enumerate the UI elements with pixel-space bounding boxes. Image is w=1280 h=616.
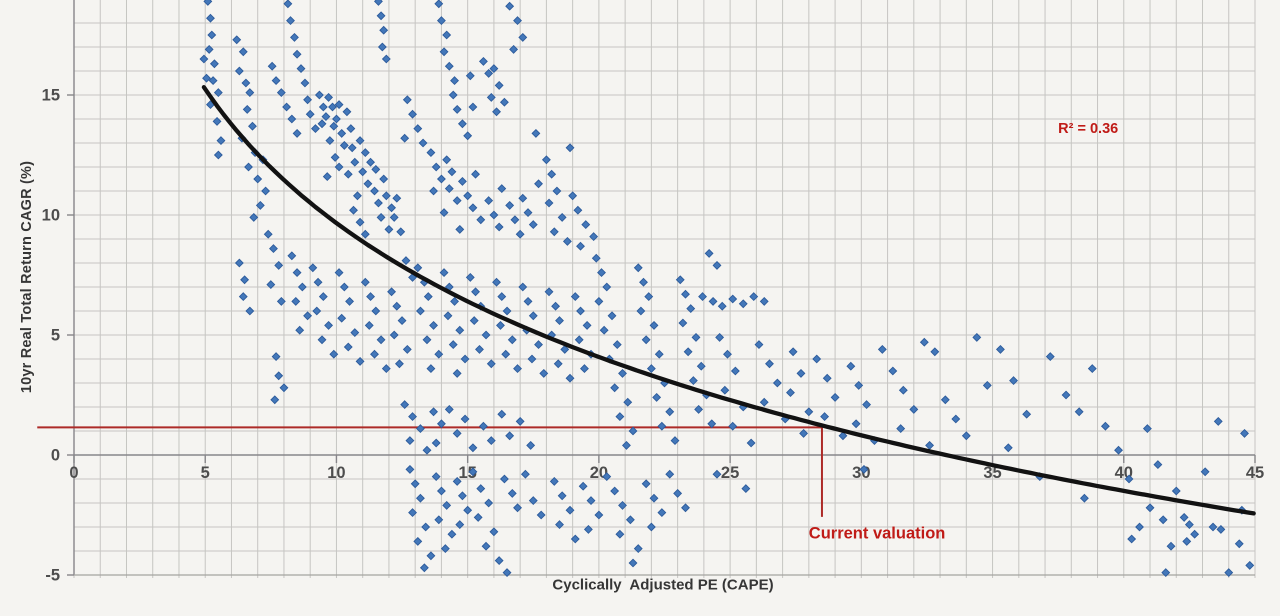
svg-text:5: 5 [201,464,210,482]
current-valuation-label: Current valuation [808,524,946,543]
svg-text:45: 45 [1246,464,1264,482]
svg-text:0: 0 [51,447,60,465]
svg-text:25: 25 [721,464,739,482]
current-valuation-lines [37,426,823,517]
data-points [199,0,1255,578]
svg-text:10: 10 [42,207,60,225]
svg-text:30: 30 [852,464,870,482]
axis-lines [73,0,1255,576]
svg-text:0: 0 [69,464,78,482]
svg-text:35: 35 [983,464,1001,482]
svg-text:10: 10 [327,464,345,482]
svg-text:-5: -5 [45,567,60,585]
svg-text:5: 5 [51,327,60,345]
x-axis-title: Cyclically Adjusted PE (CAPE) [552,576,774,594]
r-squared-annotation: R² = 0.36 [1058,121,1119,138]
gridlines [73,0,1256,578]
trendline [201,85,1256,516]
y-axis-title: 10yr Real Total Return CAGR (%) [19,160,35,394]
y-tick-labels: -5 0 5 10 15 [42,87,60,585]
svg-text:15: 15 [42,87,60,105]
axis-ticks [67,94,1256,576]
